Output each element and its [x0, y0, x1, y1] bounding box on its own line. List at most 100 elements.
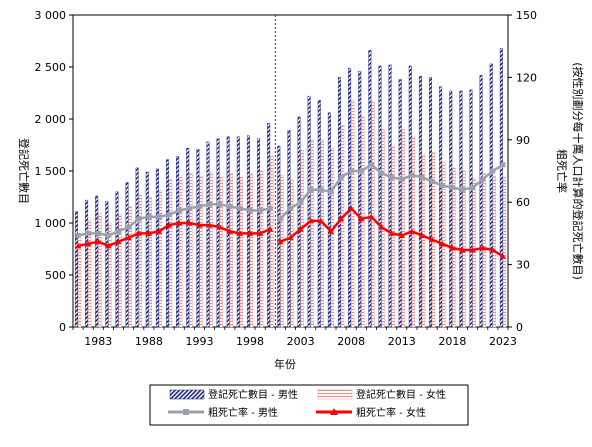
bar-female-2012	[391, 145, 395, 328]
bar-female-1989	[159, 190, 163, 328]
bar-female-1997	[240, 177, 244, 328]
female-rate-point-1989	[155, 228, 162, 234]
bar-female-2009	[361, 116, 365, 328]
bar-female-2003	[300, 149, 304, 328]
female-rate-point-2017	[439, 240, 446, 247]
bar-female-1993	[199, 175, 203, 328]
x-tick-label: 1988	[135, 335, 163, 348]
bar-female-2005	[320, 139, 324, 328]
bar-female-2007	[341, 125, 345, 328]
bar-male-2019	[459, 90, 463, 328]
male-rate-point-1986	[126, 224, 132, 230]
male-rate-point-2020	[470, 185, 476, 191]
female-rate-point-2012	[388, 230, 395, 236]
female-rate-line-seg-1	[77, 221, 271, 248]
female-rate-point-2009	[358, 215, 365, 222]
x-tick-label: 1983	[84, 335, 112, 348]
bar-female-2015	[422, 154, 426, 328]
bar-female-2010	[371, 102, 375, 328]
bar-male-1985	[115, 191, 119, 328]
legend-male-bar-label: 登記死亡數目 - 男性	[208, 388, 298, 401]
y2-tick-label: 30	[516, 259, 530, 272]
male-rate-point-2023	[500, 162, 506, 168]
x-axis: 1983 1988 1993 1998 2003 2008 2013 2018 2023	[72, 327, 517, 348]
female-rate-point-2003	[297, 226, 304, 232]
bar-female-2004	[310, 139, 314, 328]
male-rate-point-1989	[156, 214, 162, 220]
y-tick-label: 2 500	[35, 61, 67, 74]
bar-male-2009	[358, 70, 362, 328]
male-rate-point-2013	[399, 176, 405, 182]
male-rate-point-2014	[409, 172, 415, 178]
bar-male-2003	[297, 116, 301, 328]
female-rate-point-1983	[95, 238, 102, 245]
male-rate-point-2001	[277, 216, 283, 222]
female-rate-point-2013	[398, 232, 405, 238]
male-rate-point-2018	[449, 185, 455, 191]
male-rate-point-1999	[257, 208, 263, 214]
bar-male-1995	[216, 138, 220, 328]
female-rate-point-1986	[125, 234, 132, 241]
female-rate-point-2010	[368, 213, 375, 220]
legend: 登記死亡數目 - 男性 登記死亡數目 - 女性 粗死亡率 - 男性 粗死亡率 -…	[149, 384, 469, 426]
male-rate-point-2002	[288, 205, 293, 211]
female-rate-point-1982	[85, 240, 92, 247]
male-rate-point-1994	[207, 201, 213, 207]
female-rate-point-2019	[459, 247, 466, 253]
legend-female-bar-swatch	[317, 389, 353, 400]
bar-male-2022	[489, 63, 493, 328]
male-rate-point-2017	[439, 183, 445, 189]
bar-male-2001	[277, 145, 281, 328]
bar-male-2011	[378, 65, 382, 328]
male-rate-point-1997	[237, 205, 243, 211]
bar-female-1994	[209, 171, 213, 328]
bar-male-2007	[337, 77, 341, 328]
male-rate-point-2000	[267, 205, 273, 211]
bar-male-1981	[74, 211, 78, 328]
male-rate-point-2007	[338, 174, 344, 180]
y-tick-label: 1 500	[35, 165, 67, 178]
female-rate-point-2023	[499, 253, 506, 259]
bar-female-1981	[78, 237, 82, 328]
legend-female-line-marker	[330, 408, 338, 415]
bar-male-1984	[105, 200, 109, 328]
bar-male-1991	[176, 156, 180, 328]
male-rate-point-1991	[176, 208, 182, 214]
bar-male-2008	[348, 67, 352, 328]
bar-male-1989	[155, 168, 159, 328]
bar-female-1988	[148, 196, 152, 328]
bar-female-2008	[351, 100, 355, 328]
bar-female-1986	[128, 206, 132, 328]
y2-tick-label: 0	[516, 321, 523, 334]
female-rate-point-2014	[408, 228, 415, 234]
bar-male-2014	[408, 65, 412, 328]
male-rate-point-2003	[298, 199, 304, 205]
female-rate-point-1992	[186, 220, 193, 226]
male-rate-point-1990	[166, 212, 172, 218]
bar-female-1995	[219, 177, 223, 328]
legend-male-bar-swatch	[169, 389, 205, 400]
y2-tick-label: 120	[516, 71, 537, 84]
male-rate-point-2011	[379, 170, 385, 176]
female-rate-point-1981	[75, 242, 82, 249]
bar-male-1992	[186, 147, 190, 328]
female-rate-point-2015	[419, 232, 426, 238]
x-tick-label: 2018	[438, 335, 466, 348]
x-tick-label: 1993	[185, 335, 213, 348]
male-rate-point-2019	[459, 187, 465, 193]
bar-male-2004	[307, 95, 311, 328]
male-rate-point-2008	[348, 168, 354, 174]
female-rate-point-2005	[317, 217, 324, 224]
y2-axis-title-line1: 粗死亡率	[555, 149, 569, 193]
male-rate-point-2006	[328, 189, 334, 195]
legend-male-line-marker	[183, 409, 189, 415]
female-rate-point-2018	[449, 244, 456, 251]
male-rate-point-2021	[480, 176, 486, 182]
female-rate-point-2022	[489, 247, 496, 253]
male-rate-point-1985	[116, 228, 122, 234]
female-rate-point-2000	[267, 226, 274, 232]
male-rate-point-2012	[389, 174, 395, 180]
bar-female-2006	[331, 147, 335, 328]
female-rate-point-1997	[236, 230, 243, 236]
female-rate-point-1985	[115, 238, 122, 245]
